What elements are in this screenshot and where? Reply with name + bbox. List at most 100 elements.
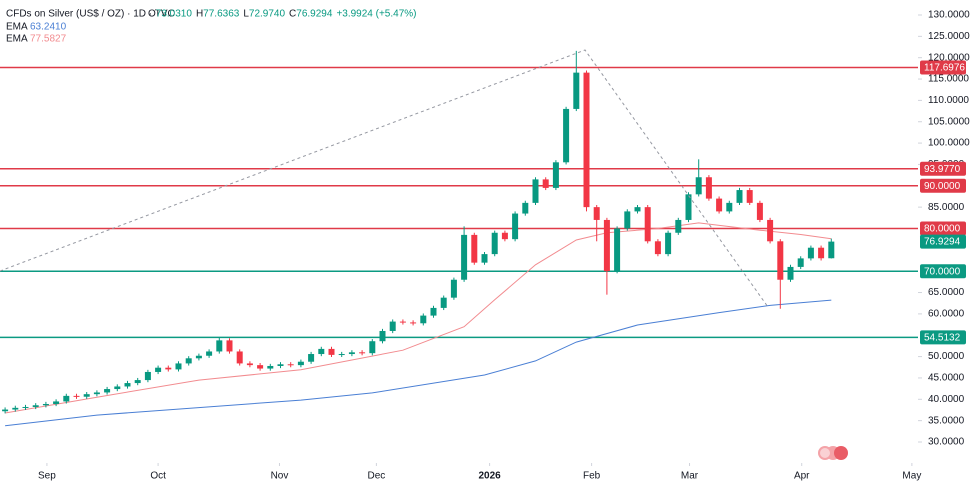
candle-body — [246, 363, 253, 366]
y-tick-label: 60.0000 — [928, 309, 965, 320]
candle-body — [644, 207, 651, 242]
x-tick-label: May — [902, 471, 921, 482]
candle-body — [22, 406, 29, 408]
candle-body — [297, 361, 304, 366]
header-o-label: O — [148, 9, 156, 20]
candle-body — [124, 383, 131, 387]
level-label-box — [920, 161, 966, 176]
candle-body — [195, 355, 202, 359]
candle-body — [185, 358, 192, 364]
candle-body — [155, 367, 162, 372]
candle-body — [236, 351, 243, 364]
symbol: CFDs on Silver (US$ / OZ) · 1D · TVC — [6, 9, 175, 20]
candle-body — [573, 72, 580, 109]
y-tick-label: 100.0000 — [928, 138, 970, 149]
candle-body — [665, 232, 672, 255]
y-tick-label: 45.0000 — [928, 373, 965, 384]
candle-body — [63, 395, 70, 402]
y-tick-label: 30.0000 — [928, 437, 965, 448]
candle-body — [756, 202, 763, 220]
candle-body — [267, 365, 274, 369]
candle-body — [634, 207, 641, 212]
candle-body — [736, 190, 743, 203]
candle-body — [287, 364, 294, 366]
level-label: 80.0000 — [924, 224, 961, 235]
candle-body — [481, 254, 488, 263]
y-tick-label: 40.0000 — [928, 394, 965, 405]
candle-body — [389, 321, 396, 331]
x-tick-label: Nov — [271, 471, 289, 482]
header-l: 72.9740 — [249, 9, 286, 20]
ema-line — [5, 222, 832, 414]
candle-body — [746, 190, 753, 203]
candle-body — [593, 207, 600, 220]
candle-body — [603, 219, 610, 272]
candle-body — [83, 394, 90, 397]
legend-name: EMA — [6, 34, 28, 45]
candle-body — [614, 228, 621, 272]
candle-body — [12, 407, 19, 410]
candle-body — [32, 405, 39, 407]
candle-body — [216, 340, 223, 352]
candle-body — [430, 307, 437, 316]
candle-body — [705, 177, 712, 199]
candle-body — [440, 297, 447, 308]
y-tick-label: 125.0000 — [928, 31, 970, 42]
candle-body — [410, 322, 417, 324]
candle-body — [787, 266, 794, 280]
header-l-label: L — [243, 9, 249, 20]
level-label: 93.9770 — [924, 164, 961, 175]
candle-body — [2, 409, 9, 412]
y-tick-label: 120.0000 — [928, 52, 970, 63]
candle-body — [134, 380, 141, 384]
legend-name: EMA — [6, 22, 28, 33]
candle-body — [675, 219, 682, 233]
candle-body — [654, 241, 661, 255]
candle-body — [379, 330, 386, 342]
level-label-box — [920, 221, 966, 236]
y-tick-label: 105.0000 — [928, 116, 970, 127]
level-label: 54.5132 — [924, 332, 961, 343]
candle-body — [726, 202, 733, 212]
candle-body — [104, 389, 111, 393]
level-label-box — [920, 330, 966, 345]
x-tick-label: Feb — [583, 471, 601, 482]
price-box — [920, 234, 966, 249]
level-label: 90.0000 — [924, 181, 961, 192]
candle-body — [348, 352, 355, 355]
candle-body — [532, 179, 539, 203]
candle-body — [501, 232, 508, 240]
candle-body — [797, 258, 804, 267]
candle-body — [175, 363, 182, 370]
candle-body — [542, 179, 549, 188]
candle-body — [226, 340, 233, 352]
candle-body — [399, 321, 406, 323]
level-label-box — [920, 178, 966, 193]
candle-body — [369, 341, 376, 354]
x-tick-label: Apr — [794, 471, 810, 482]
candle-body — [206, 351, 213, 356]
y-tick-label: 85.0000 — [928, 202, 965, 213]
x-tick-label: Oct — [150, 471, 166, 482]
ema-line — [5, 299, 832, 427]
y-tick-label: 50.0000 — [928, 351, 965, 362]
header-c-label: C — [289, 9, 296, 20]
candle-body — [73, 395, 80, 397]
candle-body — [318, 348, 325, 355]
candle-body — [828, 241, 835, 259]
candle-body — [277, 364, 284, 366]
level-label-box — [920, 60, 966, 75]
level-label: 70.0000 — [924, 266, 961, 277]
candle-body — [338, 354, 345, 356]
legend-value: 63.2410 — [30, 22, 67, 33]
x-tick-label: Mar — [681, 471, 699, 482]
candle-body — [93, 392, 100, 395]
candle-body — [165, 367, 172, 370]
candle-body — [257, 365, 264, 369]
candle-body — [512, 213, 519, 240]
candle-body — [461, 234, 468, 280]
candle-body — [777, 241, 784, 280]
flag-icon — [818, 446, 848, 460]
